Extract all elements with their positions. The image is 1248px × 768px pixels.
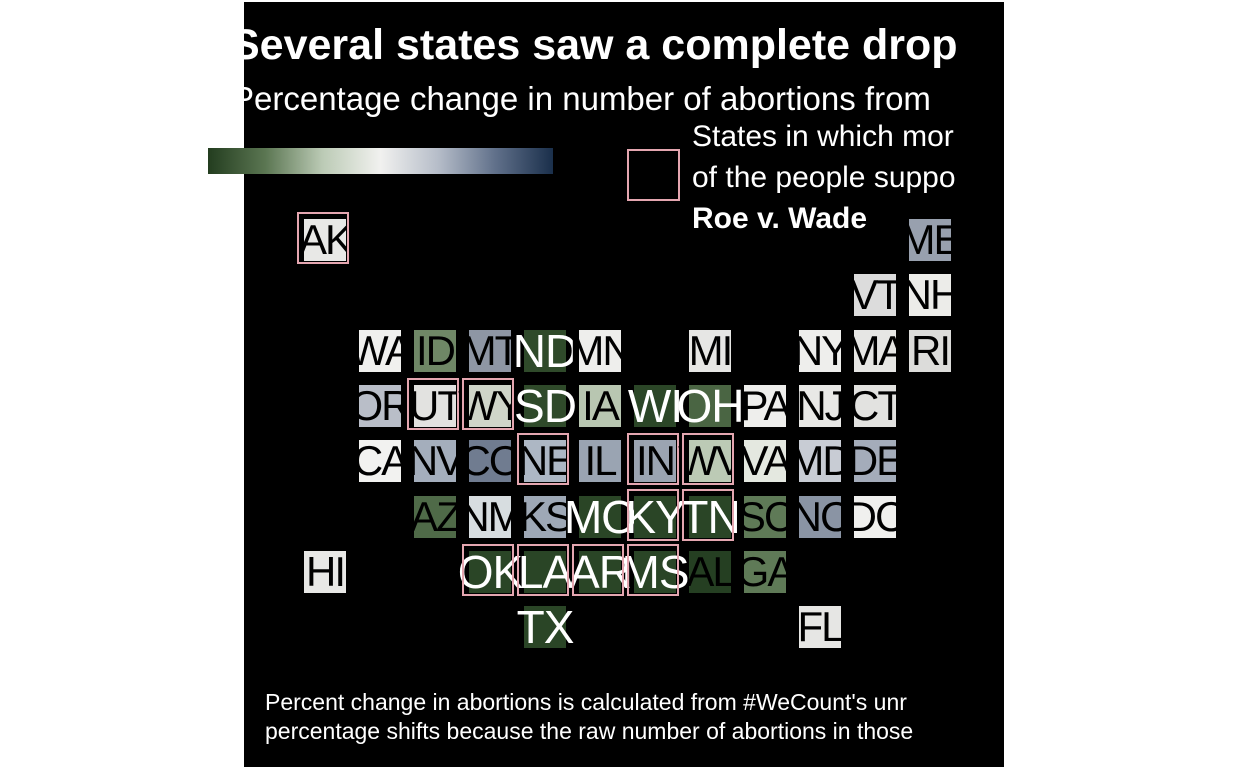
outline-legend-label: States in which mor of the people suppo … — [692, 116, 1004, 239]
chart-footnote: Percent change in abortions is calculate… — [265, 688, 913, 746]
outline-legend-line-2: of the people suppo — [692, 161, 956, 194]
outline-legend-line-1: States in which mor — [692, 120, 954, 153]
footnote-line-1: Percent change in abortions is calculate… — [265, 689, 907, 715]
chart-title: Several states saw a complete drop — [244, 21, 958, 69]
chart-panel: Several states saw a complete drop Perce… — [244, 2, 1004, 767]
color-scale-legend — [208, 148, 553, 174]
outline-legend-line-3: Roe v. Wade — [692, 202, 868, 235]
outline-legend-swatch — [627, 149, 680, 201]
footnote-line-2: percentage shifts because the raw number… — [265, 718, 914, 744]
chart-subtitle: Percentage change in number of abortions… — [244, 80, 931, 117]
